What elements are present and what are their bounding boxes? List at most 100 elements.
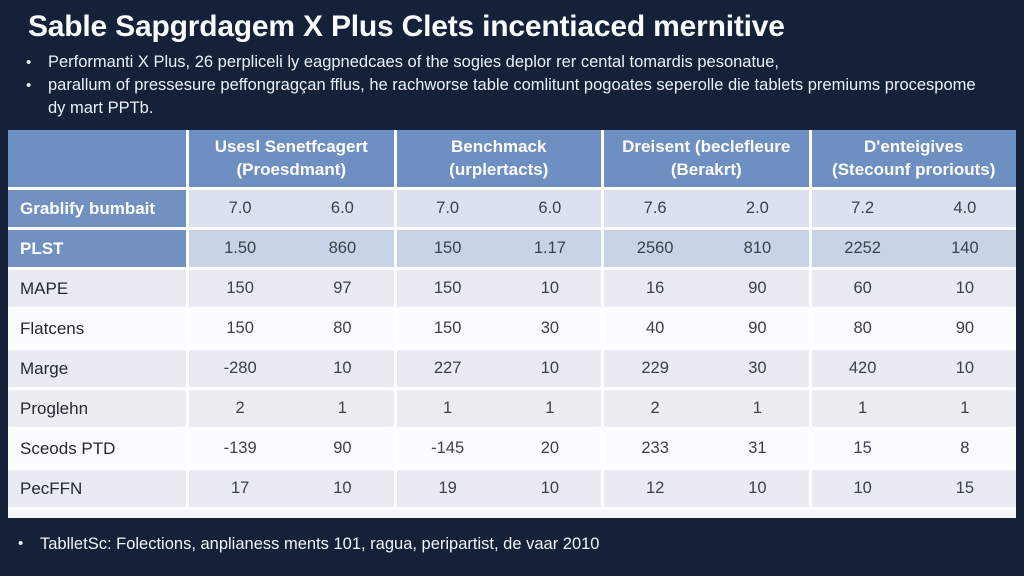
cell-value: 227 [433, 359, 462, 377]
table-cell: 2560 810 [604, 230, 809, 267]
table-cell: 2252 140 [811, 230, 1017, 267]
table-cell: 233 31 [604, 430, 809, 467]
source-note: • TablletSc: Folections, anplianess ment… [18, 533, 1008, 555]
table-cell: 420 10 [811, 350, 1017, 387]
source-note-text: TablletSc: Folections, anplianess ments … [40, 535, 600, 553]
cell-value: 150 [433, 319, 462, 337]
cell-value: 10 [333, 359, 352, 377]
cell-values: 19 10 [397, 479, 602, 498]
row-label: Marge [8, 350, 186, 387]
cell-values: 7.0 6.0 [189, 199, 394, 218]
intro-bullets: • Performanti X Plus, 26 perpliceli ly e… [26, 51, 994, 120]
table-cell: 15 8 [811, 430, 1016, 467]
cell-value: 150 [433, 239, 462, 257]
cell-value: 10 [333, 479, 352, 497]
header-line: Usesl Senetfcagert [214, 137, 368, 157]
cell-values: 420 10 [812, 359, 1017, 378]
cell-value: 1.17 [533, 239, 566, 257]
cell-value: 10 [853, 479, 872, 497]
header-line: Benchmack [451, 137, 547, 157]
cell-value: 60 [853, 279, 872, 297]
table-cell: 7.0 6.0 [189, 190, 394, 227]
bullet-text: parallum of pressesure peffongragçan ffl… [48, 76, 976, 117]
table-cell: 7.2 4.0 [811, 190, 1016, 227]
header-line: Dreisent (beclefleure [622, 137, 791, 157]
table-grid: Usesl Senetfcagert (Proesdmant) Benchmac… [8, 130, 1016, 518]
cell-value: 1 [545, 399, 555, 417]
table-cell: 60 10 [811, 270, 1016, 307]
cell-value: 1 [960, 399, 970, 417]
cell-value: 1 [337, 399, 347, 417]
header-line: (Stecounf proriouts) [832, 159, 996, 179]
table-header-empty [8, 130, 186, 187]
cell-value: 2252 [844, 239, 881, 257]
cell-value: 7.0 [436, 199, 460, 217]
cell-values: -139 90 [189, 439, 394, 458]
cell-values: 150 10 [397, 279, 602, 298]
cell-value: 1 [752, 399, 762, 417]
cell-value: 10 [748, 479, 767, 497]
table-cell: 19 10 [396, 470, 602, 507]
table-cell: 150 97 [189, 270, 394, 307]
table-header-col2: Benchmack (urplertacts) [396, 130, 601, 187]
cell-value: 860 [328, 239, 357, 257]
bullet-dot: • [18, 535, 24, 552]
cell-values: -145 20 [397, 439, 602, 458]
cell-value: 90 [955, 319, 975, 337]
table-cell: 229 30 [604, 350, 809, 387]
cell-value: 90 [748, 319, 767, 337]
cell-value: 810 [743, 239, 772, 257]
table-cell: 1.50 860 [189, 230, 394, 267]
cell-value: -145 [431, 439, 465, 457]
header-line: D'enteigives [864, 137, 964, 157]
cell-values: 2252 140 [812, 239, 1017, 258]
cell-values: -280 10 [189, 359, 394, 378]
bullet-dot: • [26, 77, 32, 94]
cell-value: 150 [433, 279, 462, 297]
cell-value: 2.0 [745, 199, 769, 217]
table-cell: 40 90 [604, 310, 809, 347]
table-cell: 7.0 6.0 [396, 190, 601, 227]
header-line: (Proesdmant) [236, 159, 347, 179]
row-label: Sceods PTD [8, 430, 186, 467]
cell-value: 30 [748, 359, 767, 377]
header-line: (Berakrt) [670, 159, 742, 179]
cell-value: 10 [540, 279, 560, 297]
cell-value: -139 [223, 439, 257, 457]
cell-value: 31 [748, 439, 767, 457]
cell-value: 140 [951, 239, 979, 257]
table-cell: 150 80 [189, 310, 394, 347]
cell-value: 80 [333, 319, 352, 337]
page-title: Sable Sapgrdagem X Plus Clets incentiace… [28, 10, 785, 43]
cell-value: 1 [858, 399, 868, 417]
header-line: (urplertacts) [449, 159, 549, 179]
cell-value: 7.2 [851, 199, 875, 217]
cell-values: 233 31 [604, 439, 809, 458]
table-cell: 10 15 [811, 470, 1017, 507]
cell-value: 10 [540, 479, 560, 497]
cell-value: 1.50 [224, 239, 257, 257]
table-cell: -280 10 [189, 350, 394, 387]
cell-value: 17 [230, 479, 250, 497]
row-label: PecFFN [8, 470, 186, 507]
table-cell: 227 10 [396, 350, 601, 387]
row-label: Proglehn [8, 390, 186, 427]
bullet-text: Performanti X Plus, 26 perpliceli ly eag… [48, 53, 779, 71]
cell-value: 2 [235, 399, 245, 417]
cell-value: 1 [443, 399, 453, 417]
table-header-col1: Usesl Senetfcagert (Proesdmant) [189, 130, 394, 187]
cell-value: 7.6 [643, 199, 667, 217]
cell-value: -280 [223, 359, 257, 377]
cell-value: 97 [333, 279, 352, 297]
cell-value: 19 [438, 479, 457, 497]
row-label: Flatcens [8, 310, 186, 347]
cell-value: 2560 [636, 239, 674, 257]
cell-values: 10 15 [812, 479, 1017, 498]
cell-value: 90 [748, 279, 767, 297]
cell-values: 150 97 [189, 279, 394, 298]
